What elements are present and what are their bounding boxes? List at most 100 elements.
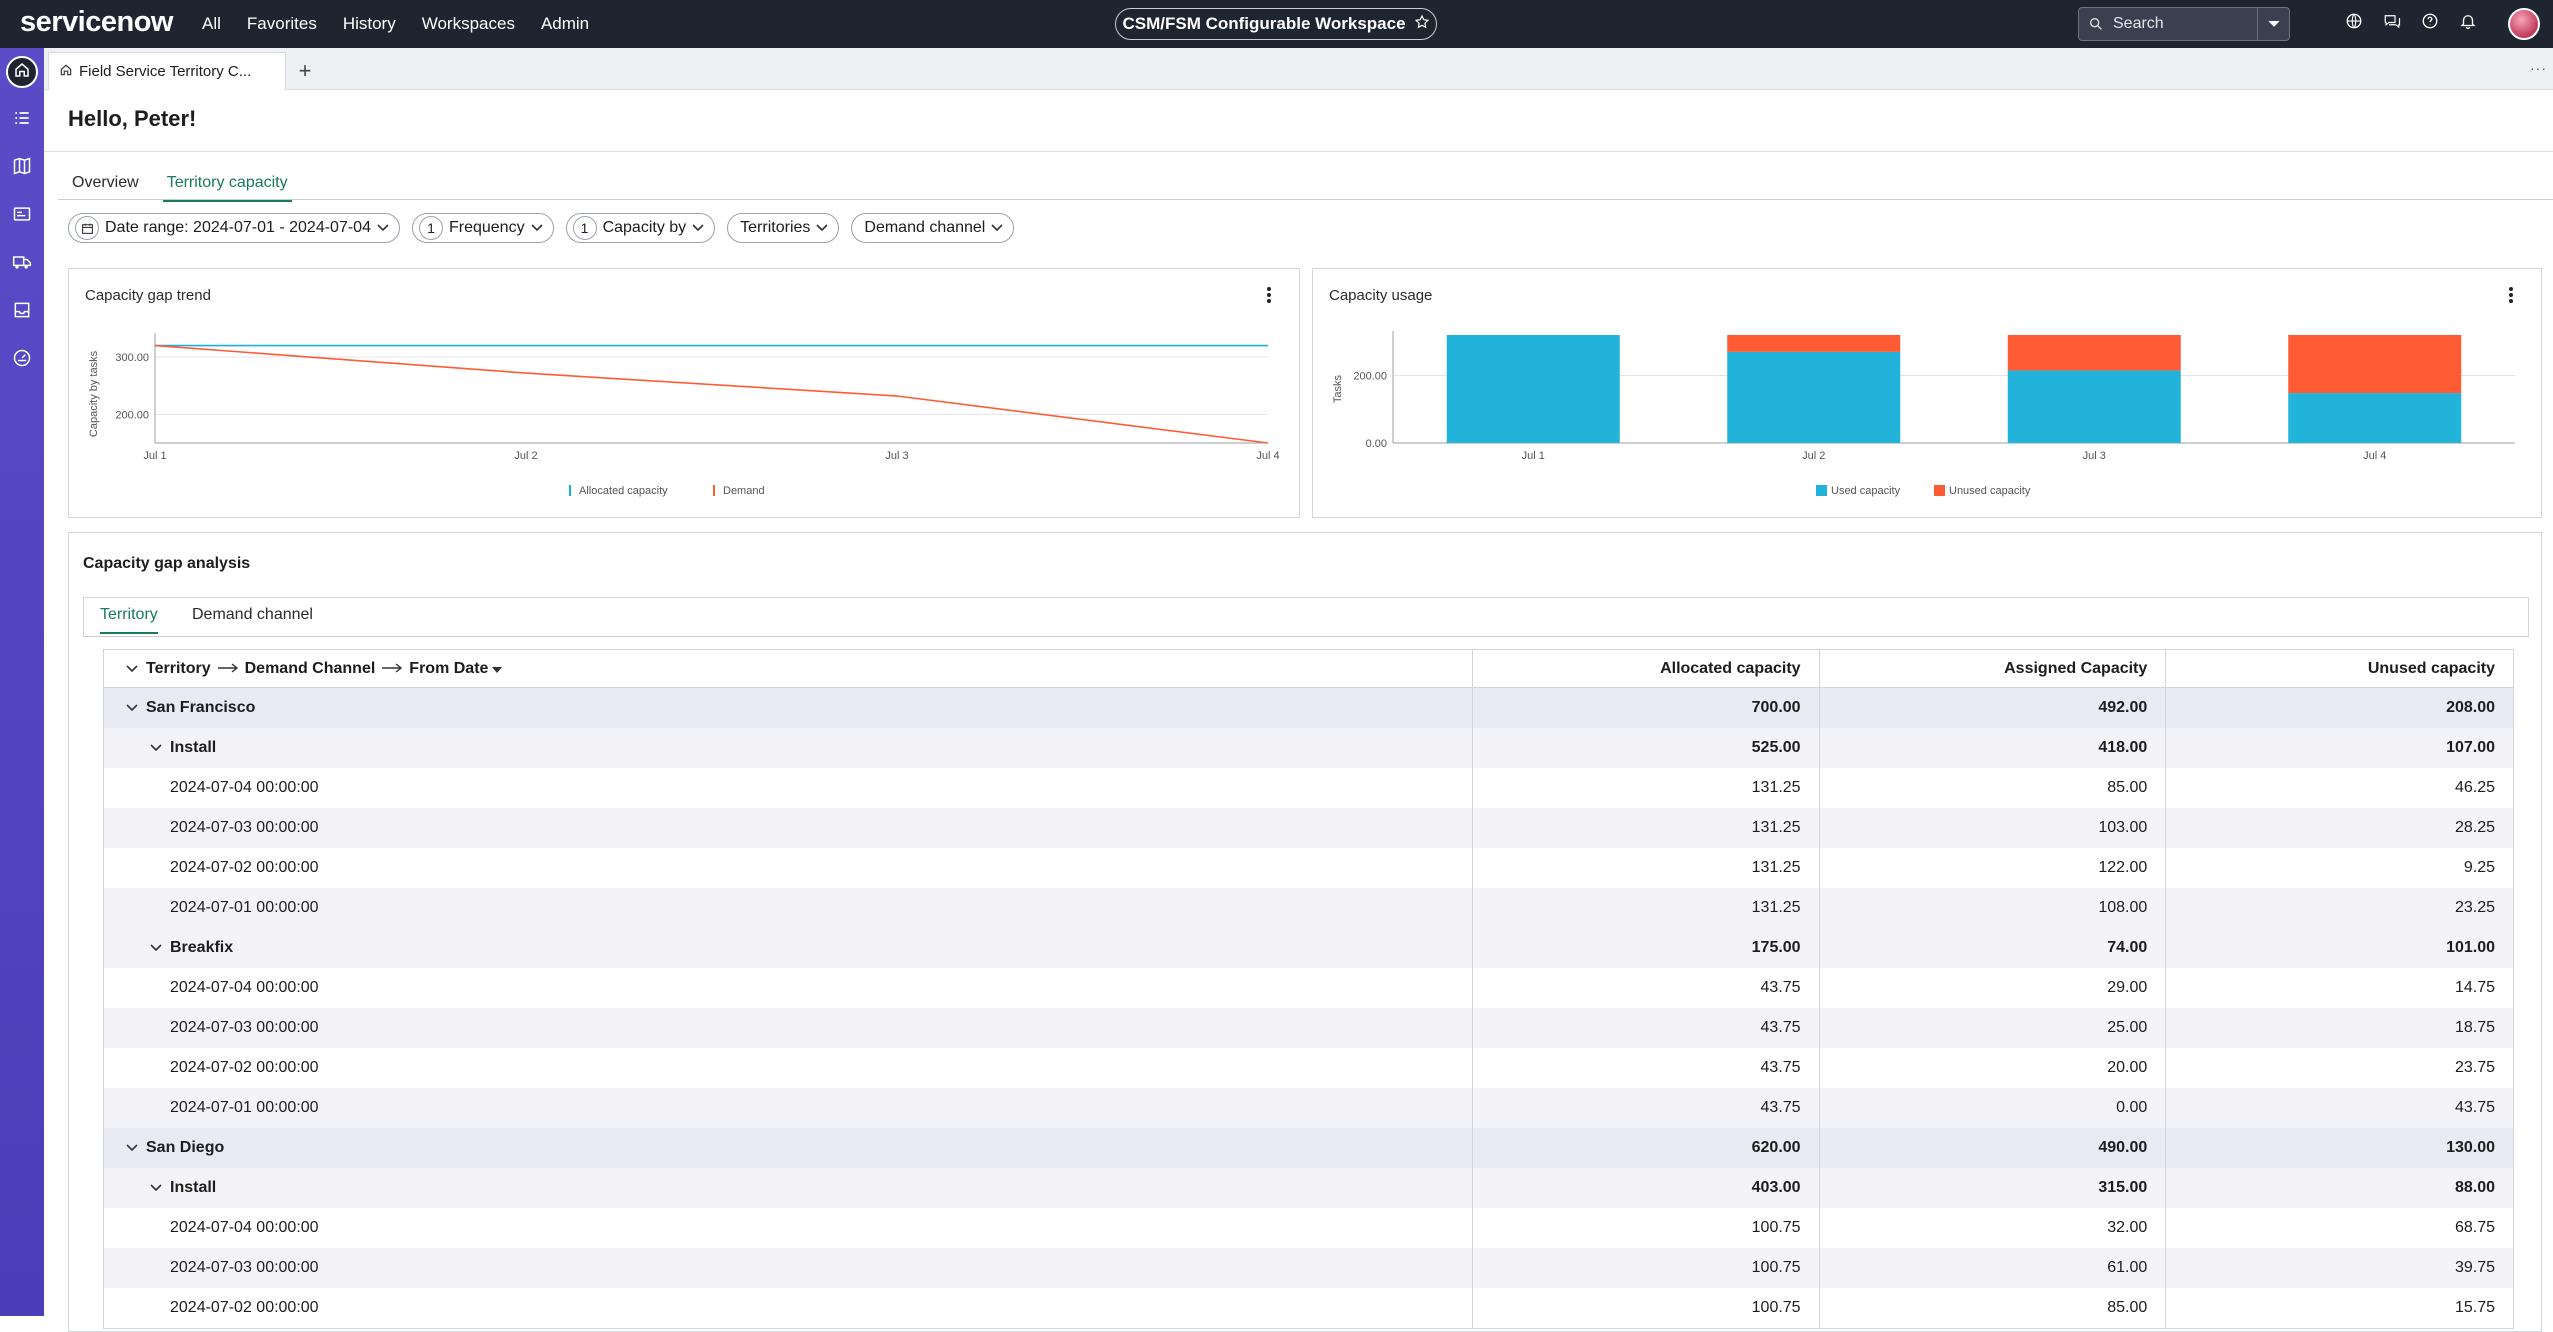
allocated-cell: 175.00	[1473, 928, 1820, 968]
sidebar-home[interactable]	[0, 52, 44, 92]
workspace-switcher[interactable]: CSM/FSM Configurable Workspace	[1115, 8, 1437, 40]
group-row[interactable]: San Francisco 700.00 492.00 208.00	[104, 688, 2513, 728]
chevron-down-icon[interactable]	[124, 704, 140, 712]
table-row[interactable]: 2024-07-04 00:00:00 43.75 29.00 14.75	[104, 968, 2513, 1008]
notification-bell-icon[interactable]	[2459, 12, 2477, 35]
nav-admin[interactable]: Admin	[540, 14, 590, 33]
table-row[interactable]: 2024-07-02 00:00:00 43.75 20.00 23.75	[104, 1048, 2513, 1088]
territories-filter[interactable]: Territories	[727, 213, 840, 243]
group-header-demand-channel[interactable]: Demand Channel	[244, 659, 376, 677]
table-row[interactable]: 2024-07-04 00:00:00 131.25 85.00 46.25	[104, 768, 2513, 808]
legend-label: Unused capacity	[1949, 485, 2031, 497]
date-range-filter[interactable]: Date range: 2024-07-01 - 2024-07-04	[68, 213, 400, 243]
tab-territory[interactable]: Territory	[100, 606, 158, 634]
global-search[interactable]: Search	[2078, 7, 2290, 41]
assigned-cell: 103.00	[1820, 808, 2167, 848]
more-vertical-icon[interactable]	[2509, 287, 2515, 305]
row-label: Breakfix	[170, 939, 234, 956]
row-label: 2024-07-02 00:00:00	[170, 859, 319, 876]
sidebar-dispatch[interactable]	[0, 196, 44, 236]
search-input[interactable]: Search	[2113, 15, 2164, 32]
chevron-down-icon[interactable]	[148, 744, 164, 752]
search-icon	[2079, 16, 2113, 32]
row-label: 2024-07-02 00:00:00	[170, 1299, 319, 1316]
demand-channel-filter[interactable]: Demand channel	[851, 213, 1015, 243]
allocated-cell: 43.75	[1473, 968, 1820, 1008]
nav-workspaces[interactable]: Workspaces	[421, 14, 515, 33]
tab-territory-capacity[interactable]: Territory capacity	[162, 170, 292, 202]
bar-used-capacity	[2007, 370, 2181, 443]
more-options-icon[interactable]: ···	[2530, 60, 2547, 76]
allocated-cell: 100.75	[1473, 1288, 1820, 1328]
row-label: 2024-07-01 00:00:00	[170, 899, 319, 916]
filter-count-badge: 1	[418, 216, 443, 240]
chevron-down-icon	[692, 219, 704, 237]
capacity-by-filter[interactable]: 1 Capacity by	[565, 213, 716, 243]
tab-overview[interactable]: Overview	[72, 174, 139, 191]
column-header-unused[interactable]: Unused capacity	[2367, 659, 2495, 677]
sidebar-vehicle[interactable]	[0, 244, 44, 284]
group-row[interactable]: Install 525.00 418.00 107.00	[104, 728, 2513, 768]
group-row[interactable]: Install 403.00 315.00 88.00	[104, 1168, 2513, 1208]
search-scope-dropdown[interactable]	[2257, 8, 2289, 40]
chevron-down-icon[interactable]	[148, 944, 164, 952]
table-row[interactable]: 2024-07-03 00:00:00 131.25 103.00 28.25	[104, 808, 2513, 848]
servicenow-logo[interactable]: servicenow	[20, 6, 173, 38]
tab-demand-channel[interactable]: Demand channel	[192, 606, 313, 623]
sidebar-map[interactable]	[0, 148, 44, 188]
table-row[interactable]: 2024-07-02 00:00:00 131.25 122.00 9.25	[104, 848, 2513, 888]
territories-label: Territories	[740, 219, 811, 236]
x-tick-label: Jul 2	[1802, 450, 1825, 462]
user-avatar[interactable]	[2508, 8, 2540, 40]
group-header-territory[interactable]: Territory	[146, 659, 211, 677]
y-tick-label: 200.00	[1353, 371, 1387, 383]
table-row[interactable]: 2024-07-01 00:00:00 43.75 0.00 43.75	[104, 1088, 2513, 1128]
tab-field-service-territory[interactable]: Field Service Territory C...	[48, 52, 286, 90]
capacity-gap-analysis-card: Capacity gap analysis Territory Demand c…	[68, 532, 2542, 1332]
nav-history[interactable]: History	[342, 14, 396, 33]
allocated-cell: 403.00	[1473, 1168, 1820, 1208]
assigned-cell: 20.00	[1820, 1048, 2167, 1088]
chevron-down-icon[interactable]	[124, 664, 140, 673]
nav-favorites[interactable]: Favorites	[246, 14, 317, 33]
sidebar-list[interactable]	[0, 100, 44, 140]
group-row[interactable]: Breakfix 175.00 74.00 101.00	[104, 928, 2513, 968]
new-tab-button[interactable]: +	[298, 58, 312, 83]
table-row[interactable]: 2024-07-02 00:00:00 100.75 85.00 15.75	[104, 1288, 2513, 1328]
row-label: 2024-07-04 00:00:00	[170, 779, 319, 796]
nav-all[interactable]: All	[202, 14, 221, 33]
assigned-cell: 315.00	[1820, 1168, 2167, 1208]
sort-down-icon[interactable]	[492, 660, 503, 678]
allocated-cell: 131.25	[1473, 848, 1820, 888]
card-icon	[12, 204, 32, 229]
sidebar-inventory[interactable]	[0, 292, 44, 332]
row-label: San Francisco	[146, 699, 256, 716]
star-icon[interactable]	[1414, 14, 1430, 35]
home-icon	[59, 63, 73, 81]
table-row[interactable]: 2024-07-03 00:00:00 43.75 25.00 18.75	[104, 1008, 2513, 1048]
assigned-cell: 85.00	[1820, 768, 2167, 808]
chevron-down-icon[interactable]	[124, 1144, 140, 1152]
group-row[interactable]: San Diego 620.00 490.00 130.00	[104, 1128, 2513, 1168]
x-tick-label: Jul 4	[2363, 450, 2386, 462]
help-icon[interactable]	[2421, 12, 2439, 35]
assigned-cell: 0.00	[1820, 1088, 2167, 1128]
chevron-down-icon[interactable]	[148, 1184, 164, 1192]
chat-icon[interactable]	[2383, 12, 2401, 35]
more-vertical-icon[interactable]	[1267, 287, 1273, 305]
table-body: San Francisco 700.00 492.00 208.00 Install 52…	[104, 688, 2513, 1328]
main-nav: All Favorites History Workspaces Admin	[202, 0, 589, 48]
table-row[interactable]: 2024-07-01 00:00:00 131.25 108.00 23.25	[104, 888, 2513, 928]
group-header-from-date[interactable]: From Date	[409, 659, 489, 677]
unused-cell: 88.00	[2454, 1179, 2496, 1196]
table-row[interactable]: 2024-07-03 00:00:00 100.75 61.00 39.75	[104, 1248, 2513, 1288]
table-row[interactable]: 2024-07-04 00:00:00 100.75 32.00 68.75	[104, 1208, 2513, 1248]
allocated-cell: 131.25	[1473, 808, 1820, 848]
row-label: 2024-07-03 00:00:00	[170, 1259, 319, 1276]
sidebar-analytics[interactable]	[0, 340, 44, 380]
column-header-allocated[interactable]: Allocated capacity	[1473, 650, 1820, 687]
column-header-assigned[interactable]: Assigned Capacity	[1820, 650, 2167, 687]
globe-icon[interactable]	[2345, 12, 2363, 35]
map-icon	[12, 156, 32, 181]
frequency-filter[interactable]: 1 Frequency	[411, 213, 554, 243]
